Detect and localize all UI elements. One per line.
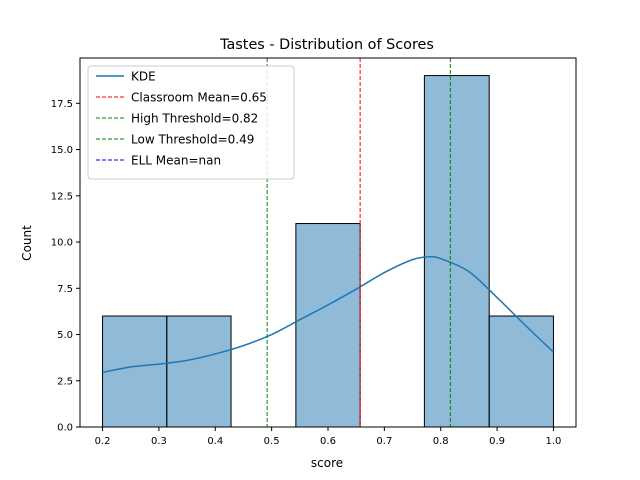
axes: 0.2 0.3 0.4 0.5 0.6 0.7 0.8 0.9 1.0 0.0 2.5 5.0 7.5 1…: [51, 57, 577, 447]
y-tick-label: 12.5: [51, 191, 73, 202]
x-tick-label: 0.5: [264, 436, 280, 447]
x-tick-label: 0.2: [95, 436, 111, 447]
legend-label-2: Classroom Mean=0.65: [131, 91, 267, 105]
legend-label-3: High Threshold=0.82: [131, 112, 258, 126]
histogram-bar-4: [295, 223, 361, 428]
legend-label-4: Low Threshold=0.49: [131, 133, 254, 147]
histogram-bar-1: [102, 315, 168, 428]
y-tick-label: 10.0: [51, 238, 73, 249]
y-tick-label: 15.0: [51, 145, 73, 156]
y-tick-label: 2.5: [57, 376, 73, 387]
x-tick-label: 0.4: [207, 436, 223, 447]
plot-area: [102, 58, 554, 428]
x-tick-label: 0.3: [151, 436, 167, 447]
x-tick-label: 0.6: [320, 436, 336, 447]
y-tick-label: 0.0: [57, 423, 73, 434]
y-tick-label: 5.0: [57, 330, 73, 341]
legend-box: [87, 65, 295, 180]
histogram-bar-7: [488, 315, 554, 428]
histogram-bar-2: [166, 315, 232, 428]
x-tick-label: 1.0: [546, 436, 562, 447]
x-tick-label: 0.9: [489, 436, 505, 447]
y-axis-label: Count: [20, 225, 34, 261]
legend-label-1: KDE: [131, 70, 156, 84]
kde-line: [102, 255, 554, 374]
chart-title: Tastes - Distribution of Scores: [219, 37, 434, 53]
x-tick-label: 0.8: [433, 436, 449, 447]
legend-label-5: ELL Mean=nan: [131, 154, 221, 168]
legend: KDE Classroom Mean=0.65 High Threshold=0.8…: [87, 65, 295, 180]
y-tick-label: 7.5: [57, 284, 73, 295]
x-tick-label: 0.7: [376, 436, 392, 447]
x-axis-label: score: [311, 456, 343, 470]
histogram-bar-6: [423, 75, 490, 428]
y-tick-label: 17.5: [51, 99, 73, 110]
